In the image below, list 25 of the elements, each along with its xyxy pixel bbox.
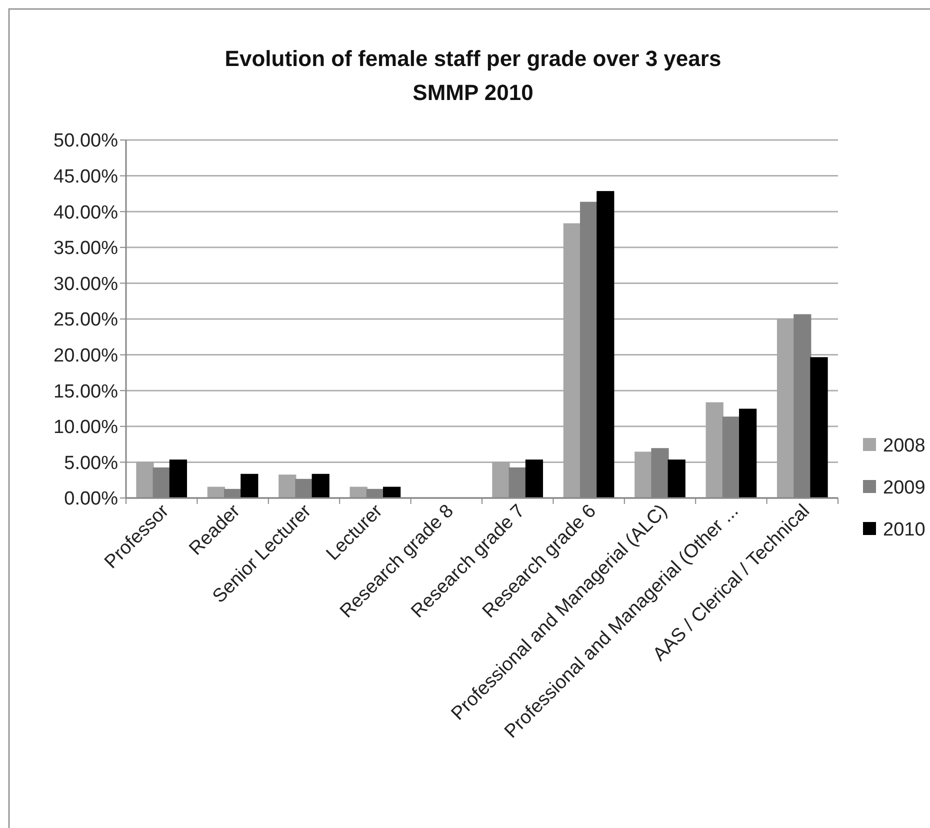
y-tick-label: 10.00%: [54, 417, 118, 438]
y-tick-label: 50.00%: [54, 130, 118, 152]
legend-label: 2010: [883, 520, 926, 541]
bar: [240, 474, 258, 498]
y-tick-label: 30.00%: [54, 274, 118, 295]
bar: [596, 191, 614, 498]
y-tick-label: 20.00%: [54, 345, 118, 366]
y-tick-label: 5.00%: [64, 452, 118, 474]
bar: [810, 357, 828, 498]
y-tick-label: 45.00%: [54, 166, 118, 188]
legend-label: 2009: [883, 478, 926, 499]
bar: [739, 408, 757, 498]
y-tick-label: 35.00%: [54, 238, 118, 260]
bar: [278, 474, 296, 498]
bar: [312, 474, 330, 498]
y-tick-label: 25.00%: [54, 310, 118, 331]
y-tick-label: 40.00%: [54, 202, 118, 224]
chart-subtitle: SMMP 2010: [412, 80, 534, 105]
y-tick-label: 0.00%: [64, 488, 118, 510]
chart-title: Evolution of female staff per grade over 3 years: [224, 46, 722, 71]
bar: [525, 460, 544, 498]
y-tick-label: 15.00%: [54, 381, 118, 402]
bar: [668, 460, 686, 498]
bar: [169, 460, 188, 498]
legend-label: 2008: [883, 436, 926, 457]
